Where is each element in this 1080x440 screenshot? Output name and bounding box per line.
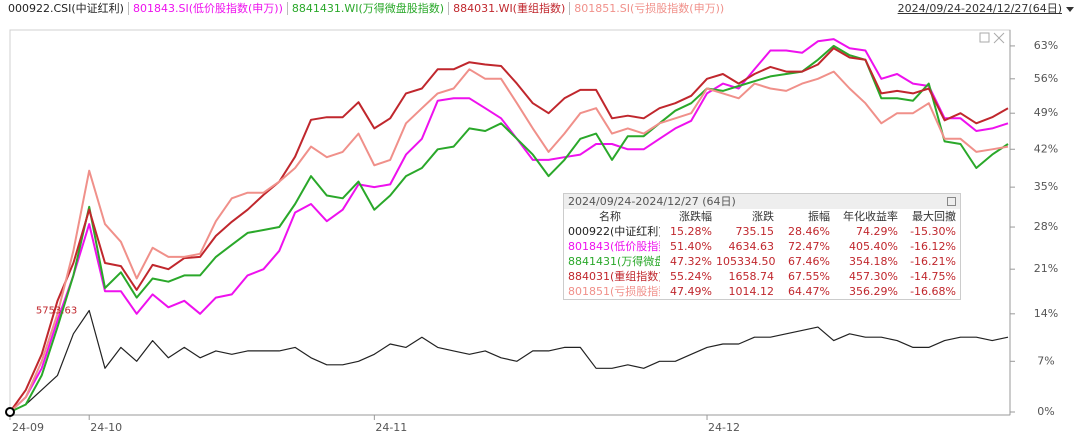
origin-marker [5, 407, 15, 417]
table-cell: -16.68% [910, 285, 956, 298]
table-header: 名称 涨跌幅 涨跌 振幅 年化收益率 最大回撤 [564, 209, 960, 224]
table-row: 000922(中证红利) 15.28% 735.15 28.46% 74.29% -15.… [564, 224, 960, 239]
legend-item[interactable]: 801851.SI(亏损股指数(申万)) [569, 2, 729, 15]
series-line [9, 44, 1009, 413]
legend-item[interactable]: 884031.WI(重组指数) [448, 2, 570, 15]
table-cell: 1658.74 [728, 270, 775, 283]
header-cell: 涨跌幅 [679, 210, 712, 223]
table-row: 8841431(万得微盘 47.32% 105334.50 67.46% 354.18%… [564, 254, 960, 269]
series-line [9, 38, 1009, 413]
table-cell: -16.21% [910, 255, 956, 268]
table-cell: 801851(亏损股指数 [568, 285, 660, 298]
table-cell: 67.55% [788, 270, 830, 283]
table-close[interactable] [947, 197, 956, 206]
x-tick-label: 24-09 [12, 421, 44, 434]
y-tick-label: 49% [1034, 106, 1058, 119]
table-cell: 000922(中证红利) [568, 225, 660, 238]
table-cell: -14.75% [910, 270, 956, 283]
table-cell: 405.40% [849, 240, 898, 253]
table-cell: 884031(重组指数) [568, 270, 660, 283]
table-cell: 72.47% [788, 240, 830, 253]
y-tick-label: 14% [1034, 307, 1058, 320]
x-tick-label: 24-11 [375, 421, 407, 434]
table-row: 884031(重组指数) 55.24% 1658.74 67.55% 457.30% -1… [564, 269, 960, 284]
y-tick-label: 42% [1034, 142, 1058, 155]
table-cell: 1014.12 [728, 285, 775, 298]
close-icon[interactable] [993, 32, 1005, 44]
table-cell: 64.47% [788, 285, 830, 298]
header-cell: 年化收益率 [843, 210, 898, 223]
table-cell: -16.12% [910, 240, 956, 253]
peak-annotation: 5753.63 [36, 306, 77, 317]
series-line [9, 47, 1009, 413]
table-cell: 67.46% [788, 255, 830, 268]
header-cell: 涨跌 [752, 210, 774, 223]
y-tick-label: 35% [1034, 180, 1058, 193]
table-cell: 8841431(万得微盘 [568, 255, 660, 268]
y-tick-label: 0% [1037, 405, 1054, 418]
table-cell: 356.29% [849, 285, 898, 298]
table-cell: 74.29% [856, 225, 898, 238]
table-cell: 735.15 [735, 225, 775, 238]
date-range[interactable]: 2024/09/24-2024/12/27(64日) [897, 2, 1062, 15]
x-tick-label: 24-12 [708, 421, 740, 434]
legend-item[interactable]: 8841431.WI(万得微盘股指数) [286, 2, 449, 15]
table-cell: 15.28% [670, 225, 712, 238]
table-cell: 47.32% [670, 255, 712, 268]
series-line [9, 309, 1009, 413]
table-cell: -15.30% [910, 225, 956, 238]
window-icon[interactable] [979, 32, 990, 43]
table-title-text: 2024/09/24-2024/12/27 (64日) [568, 195, 736, 208]
legend-item[interactable]: 801843.SI(低价股指数(申万)) [127, 2, 287, 15]
top-bar: 000922.CSI(中证红利) 801843.SI(低价股指数(申万)) 8841… [0, 0, 1080, 18]
table-cell: 4634.63 [728, 240, 775, 253]
header-cell: 名称 [599, 210, 621, 223]
legend-item[interactable]: 000922.CSI(中证红利) [8, 2, 124, 15]
series-line [9, 68, 1009, 413]
y-tick-label: 28% [1034, 220, 1058, 233]
header-cell: 最大回撤 [912, 210, 956, 223]
summary-table: 2024/09/24-2024/12/27 (64日) 名称 涨跌幅 涨跌 振幅 年化收… [563, 193, 961, 300]
table-cell: 47.49% [670, 285, 712, 298]
table-cell: 28.46% [788, 225, 830, 238]
table-row: 801843(低价股指数 51.40% 4634.63 72.47% 405.40% -1… [564, 239, 960, 254]
y-tick-label: 7% [1037, 354, 1054, 367]
table-title: 2024/09/24-2024/12/27 (64日) [564, 194, 960, 209]
header-cell: 振幅 [808, 210, 830, 223]
y-tick-label: 21% [1034, 262, 1058, 275]
dropdown-arrow[interactable] [1066, 7, 1074, 12]
table-cell: 354.18% [849, 255, 898, 268]
table-cell: 457.30% [849, 270, 898, 283]
table-row: 801851(亏损股指数 47.49% 1014.12 64.47% 356.29% -1… [564, 284, 960, 299]
x-tick-label: 24-10 [90, 421, 122, 434]
table-cell: 105334.50 [716, 255, 776, 268]
legend: 000922.CSI(中证红利) 801843.SI(低价股指数(申万)) 8841… [4, 0, 729, 18]
y-tick-label: 63% [1034, 39, 1058, 52]
y-tick-label: 56% [1034, 72, 1058, 85]
table-cell: 55.24% [670, 270, 712, 283]
table-cell: 801843(低价股指数 [568, 240, 660, 253]
table-cell: 51.40% [670, 240, 712, 253]
